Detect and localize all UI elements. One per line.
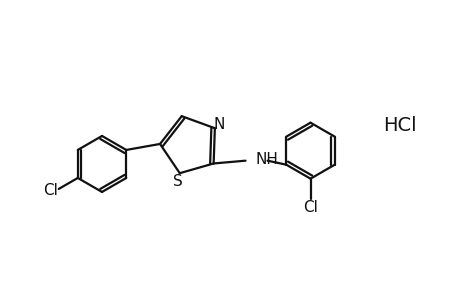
- Text: N: N: [213, 117, 224, 132]
- Text: Cl: Cl: [43, 184, 58, 199]
- Text: HCl: HCl: [382, 116, 416, 134]
- Text: S: S: [173, 174, 182, 189]
- Text: NH: NH: [255, 152, 278, 167]
- Text: Cl: Cl: [302, 200, 317, 215]
